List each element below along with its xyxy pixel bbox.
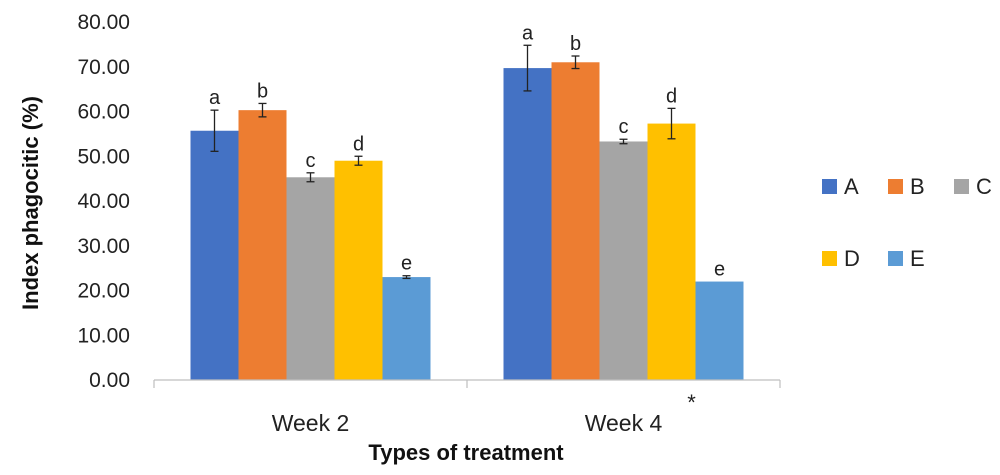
bar-letter-labels: a b c d e a b c d e	[209, 22, 725, 280]
y-axis-ticks: 0.00 10.00 20.00 30.00 40.00 50.00 60.00 70.00 8…	[77, 11, 130, 392]
bar-A-2	[503, 68, 552, 380]
y-tick-label: 80.00	[77, 11, 130, 34]
bar-D-1	[334, 160, 383, 380]
legend-label: C	[976, 174, 992, 199]
y-tick-label: 30.00	[77, 235, 130, 258]
bar-letter-label: b	[257, 80, 268, 102]
legend-swatch	[822, 251, 837, 266]
y-tick-label: 50.00	[77, 145, 130, 168]
legend: A B C D E	[822, 174, 992, 271]
legend-item-E: E	[888, 246, 925, 271]
legend-label: D	[844, 246, 860, 271]
bar-C-2	[599, 141, 648, 380]
error-bar	[210, 109, 219, 152]
error-bar	[402, 275, 411, 280]
y-tick-label: 0.00	[89, 369, 130, 392]
bar-letter-label: d	[666, 85, 677, 107]
x-axis-title: Types of treatment	[368, 440, 564, 465]
x-axis: Week 2 Week 4 *	[153, 379, 781, 436]
y-axis-title: Index phagocitic (%)	[18, 96, 43, 310]
bar-letter-label: e	[714, 259, 725, 281]
error-bar	[306, 172, 315, 183]
error-bar	[258, 102, 267, 118]
error-bar	[523, 44, 532, 92]
legend-swatch	[888, 251, 903, 266]
legend-swatch	[954, 179, 969, 194]
category-note-asterisk: *	[687, 390, 696, 415]
legend-label: B	[910, 174, 925, 199]
error-bar	[354, 155, 363, 166]
bar-letter-label: d	[353, 133, 364, 155]
legend-item-B: B	[888, 174, 925, 199]
y-tick-label: 20.00	[77, 280, 130, 303]
error-bar	[571, 55, 580, 70]
bar-C-1	[286, 177, 335, 380]
y-tick-label: 60.00	[77, 101, 130, 124]
x-category-label: Week 4	[585, 410, 663, 436]
legend-item-C: C	[954, 174, 992, 199]
bars	[190, 44, 744, 381]
bar-letter-label: a	[522, 22, 534, 44]
y-tick-label: 10.00	[77, 324, 130, 347]
x-category-label: Week 2	[272, 410, 350, 436]
legend-swatch	[822, 179, 837, 194]
bar-letter-label: b	[570, 33, 581, 55]
legend-item-D: D	[822, 246, 860, 271]
bar-B-2	[551, 62, 600, 381]
bar-letter-label: e	[401, 253, 412, 275]
legend-label: E	[910, 246, 925, 271]
bar-A-1	[190, 130, 239, 380]
legend-swatch	[888, 179, 903, 194]
bar-E-2	[695, 281, 744, 380]
error-bar	[667, 107, 676, 140]
legend-item-A: A	[822, 174, 859, 199]
bar-letter-label: c	[306, 150, 316, 172]
bar-letter-label: c	[619, 116, 629, 138]
bar-E-1	[382, 277, 431, 380]
legend-label: A	[844, 174, 859, 199]
error-bar	[619, 138, 628, 145]
bar-D-2	[647, 123, 696, 381]
bar-letter-label: a	[209, 87, 221, 109]
y-tick-label: 40.00	[77, 190, 130, 213]
y-tick-label: 70.00	[77, 56, 130, 79]
bar-B-1	[238, 110, 287, 380]
